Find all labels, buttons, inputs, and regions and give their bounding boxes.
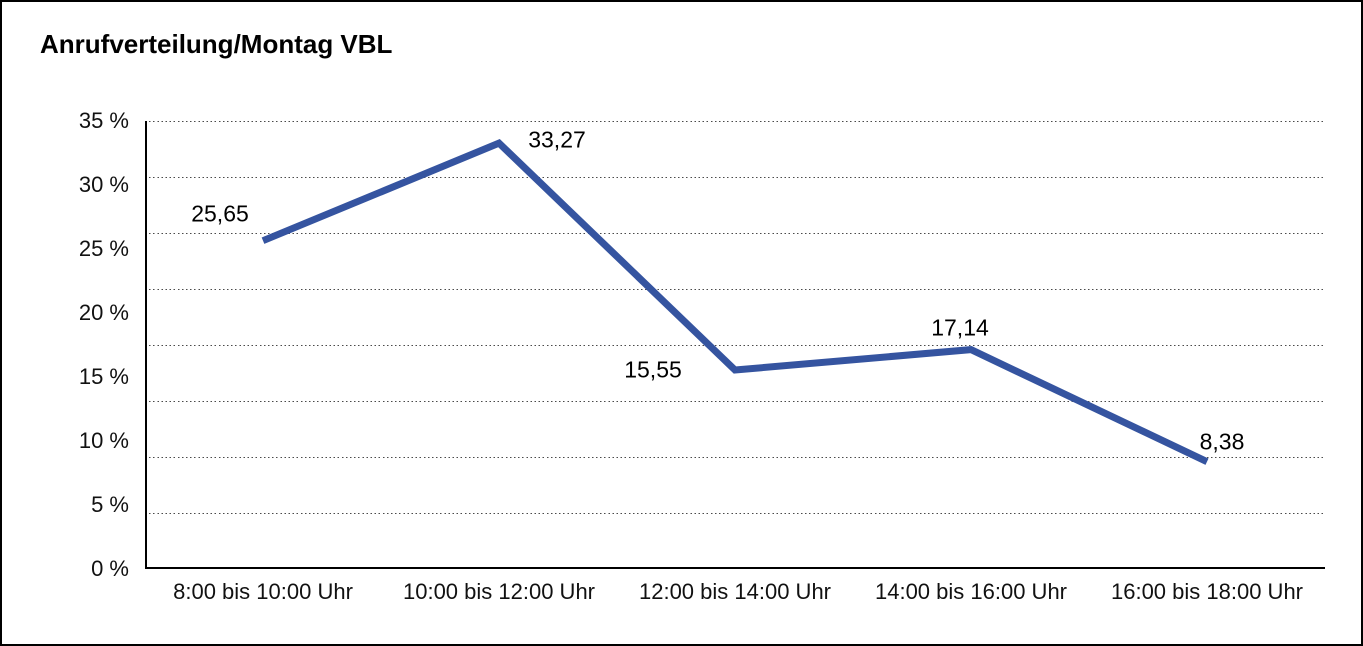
y-axis-tick-label: 0 % <box>91 556 129 581</box>
y-axis-tick-label: 5 % <box>91 492 129 517</box>
data-point-label: 15,55 <box>624 356 682 383</box>
plot-area: 25,65 33,27 15,55 17,14 8,38 <box>145 121 1325 569</box>
data-series-line <box>261 138 1209 465</box>
x-axis-category-label: 14:00 bis 16:00 Uhr <box>874 579 1068 604</box>
x-axis-category-label: 16:00 bis 18:00 Uhr <box>1110 579 1304 604</box>
data-point-label: 25,65 <box>191 200 249 227</box>
y-axis-tick-label: 20 % <box>78 300 129 325</box>
y-axis-tick-label: 35 % <box>78 108 129 133</box>
y-axis-tick-label: 30 % <box>78 172 129 197</box>
y-axis-tick-label: 15 % <box>78 364 129 389</box>
data-point-label: 17,14 <box>931 314 989 341</box>
x-axis-category-label: 10:00 bis 12:00 Uhr <box>402 579 596 604</box>
y-axis-tick-label: 10 % <box>78 428 129 453</box>
line-chart-svg <box>145 121 1325 569</box>
data-point-label: 33,27 <box>528 126 586 153</box>
y-axis-tick-label: 25 % <box>78 236 129 261</box>
data-point-label: 8,38 <box>1199 428 1245 455</box>
x-axis-category-label: 8:00 bis 10:00 Uhr <box>173 579 353 604</box>
x-axis-category-label: 12:00 bis 14:00 Uhr <box>638 579 832 604</box>
chart-title: Anrufverteilung/Montag VBL <box>40 29 393 59</box>
